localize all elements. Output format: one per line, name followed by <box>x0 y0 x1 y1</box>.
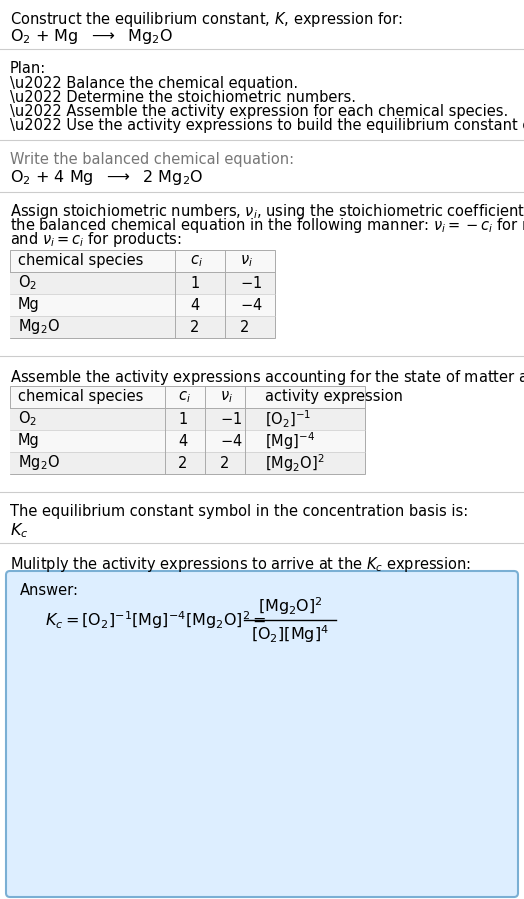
Text: $c_i$: $c_i$ <box>190 254 203 269</box>
Text: $\mathregular{Mg_2O}$: $\mathregular{Mg_2O}$ <box>18 453 60 473</box>
Text: $K_c = [\mathrm{O_2}]^{-1}[\mathrm{Mg}]^{-4}[\mathrm{Mg_2O}]^2 = $: $K_c = [\mathrm{O_2}]^{-1}[\mathrm{Mg}]^… <box>45 610 267 631</box>
Text: $-4$: $-4$ <box>240 297 263 313</box>
Text: Mg: Mg <box>18 298 40 313</box>
Text: 1: 1 <box>190 275 199 290</box>
Text: \u2022 Assemble the activity expression for each chemical species.: \u2022 Assemble the activity expression … <box>10 104 508 119</box>
Text: $\mathregular{O_2}$: $\mathregular{O_2}$ <box>18 273 37 292</box>
FancyBboxPatch shape <box>6 571 518 897</box>
Text: 2: 2 <box>240 319 249 334</box>
Bar <box>10 272 275 294</box>
Text: $\mathrm{O_2}$ + Mg  $\longrightarrow$  $\mathrm{Mg_2O}$: $\mathrm{O_2}$ + Mg $\longrightarrow$ $\… <box>10 27 173 46</box>
Text: $-1$: $-1$ <box>240 275 262 291</box>
Text: 2: 2 <box>220 456 230 470</box>
Text: $[\mathrm{O_2}][\mathrm{Mg}]^4$: $[\mathrm{O_2}][\mathrm{Mg}]^4$ <box>251 623 329 645</box>
Text: \u2022 Determine the stoichiometric numbers.: \u2022 Determine the stoichiometric numb… <box>10 90 356 105</box>
Text: Mulitply the activity expressions to arrive at the $K_c$ expression:: Mulitply the activity expressions to arr… <box>10 555 471 574</box>
Text: \u2022 Balance the chemical equation.: \u2022 Balance the chemical equation. <box>10 76 298 91</box>
Text: $\mathrm{O_2}$ + 4 Mg  $\longrightarrow$  2 $\mathrm{Mg_2O}$: $\mathrm{O_2}$ + 4 Mg $\longrightarrow$ … <box>10 168 203 187</box>
Text: 2: 2 <box>190 319 199 334</box>
Text: $\nu_i$: $\nu_i$ <box>240 254 253 269</box>
Text: Answer:: Answer: <box>20 583 79 598</box>
Text: chemical species: chemical species <box>18 389 144 405</box>
Bar <box>10 386 365 474</box>
Text: $\mathregular{O_2}$: $\mathregular{O_2}$ <box>18 410 37 428</box>
Text: 2: 2 <box>178 456 188 470</box>
Text: $\mathregular{Mg_2O}$: $\mathregular{Mg_2O}$ <box>18 317 60 336</box>
Text: 4: 4 <box>178 433 187 449</box>
Text: Plan:: Plan: <box>10 61 46 76</box>
Text: \u2022 Use the activity expressions to build the equilibrium constant expression: \u2022 Use the activity expressions to b… <box>10 118 524 133</box>
Text: $[\mathregular{Mg_2O}]^2$: $[\mathregular{Mg_2O}]^2$ <box>265 452 324 474</box>
Text: $-4$: $-4$ <box>220 433 243 449</box>
Bar <box>10 452 365 474</box>
Text: The equilibrium constant symbol in the concentration basis is:: The equilibrium constant symbol in the c… <box>10 504 468 519</box>
Text: $K_c$: $K_c$ <box>10 521 28 539</box>
Text: $[\mathregular{Mg}]^{-4}$: $[\mathregular{Mg}]^{-4}$ <box>265 430 315 452</box>
Text: Write the balanced chemical equation:: Write the balanced chemical equation: <box>10 152 294 167</box>
Text: Assemble the activity expressions accounting for the state of matter and $\nu_i$: Assemble the activity expressions accoun… <box>10 368 524 387</box>
Bar <box>10 250 275 338</box>
Text: $[\mathregular{O_2}]^{-1}$: $[\mathregular{O_2}]^{-1}$ <box>265 408 311 430</box>
Bar <box>10 408 365 430</box>
Text: Construct the equilibrium constant, $K$, expression for:: Construct the equilibrium constant, $K$,… <box>10 10 402 29</box>
Text: $c_i$: $c_i$ <box>178 389 191 405</box>
Bar <box>10 430 365 452</box>
Text: Assign stoichiometric numbers, $\nu_i$, using the stoichiometric coefficients, $: Assign stoichiometric numbers, $\nu_i$, … <box>10 202 524 221</box>
Text: the balanced chemical equation in the following manner: $\nu_i = -c_i$ for react: the balanced chemical equation in the fo… <box>10 216 524 235</box>
Text: $-1$: $-1$ <box>220 411 242 427</box>
Bar <box>10 316 275 338</box>
Text: $[\mathrm{Mg_2O}]^2$: $[\mathrm{Mg_2O}]^2$ <box>258 595 322 617</box>
Text: chemical species: chemical species <box>18 254 144 269</box>
Text: 1: 1 <box>178 412 187 426</box>
Text: activity expression: activity expression <box>265 389 403 405</box>
Bar <box>10 294 275 316</box>
Text: 4: 4 <box>190 298 199 313</box>
Text: $\nu_i$: $\nu_i$ <box>220 389 233 405</box>
Text: Mg: Mg <box>18 433 40 449</box>
Text: and $\nu_i = c_i$ for products:: and $\nu_i = c_i$ for products: <box>10 230 182 249</box>
